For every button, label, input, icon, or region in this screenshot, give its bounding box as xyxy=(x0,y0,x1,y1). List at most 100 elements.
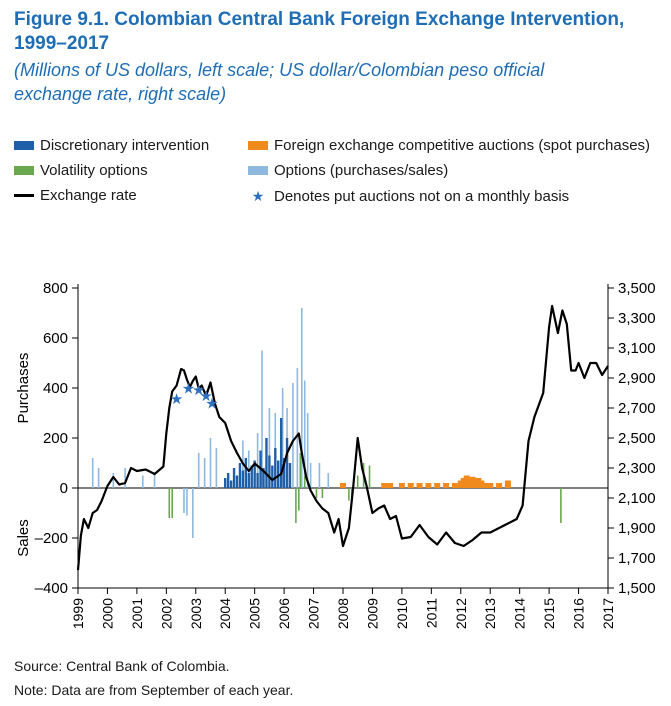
chart-legend: Discretionary intervention Foreign excha… xyxy=(14,136,664,212)
x-tick-label: 2005 xyxy=(247,598,263,629)
left-axis-label-sales: Sales xyxy=(15,519,32,557)
bar-volatility xyxy=(348,488,350,501)
left-tick-label: 600 xyxy=(43,330,68,347)
right-tick-label: 2,100 xyxy=(618,490,656,507)
bar-options xyxy=(91,458,94,488)
bar-auctions xyxy=(398,483,405,488)
bar-options xyxy=(327,473,330,488)
bar-discretionary xyxy=(274,448,277,488)
subtitle-line-1: (Millions of US dollars, left scale; US … xyxy=(14,60,545,80)
bar-volatility xyxy=(298,488,300,511)
x-tick-label: 2017 xyxy=(600,598,616,629)
bar-discretionary xyxy=(288,463,292,488)
right-tick-label: 3,500 xyxy=(618,280,656,297)
bar-volatility xyxy=(171,488,174,518)
put-auction-star: ★ xyxy=(192,382,205,399)
right-tick-label: 3,100 xyxy=(618,340,656,357)
x-tick-label: 1999 xyxy=(70,598,86,629)
left-tick-label: 200 xyxy=(43,430,68,447)
bar-options xyxy=(112,473,115,488)
bar-volatility xyxy=(303,475,306,488)
bar-options xyxy=(318,463,321,488)
bar-auctions xyxy=(496,483,503,488)
x-tick-label: 2009 xyxy=(364,598,380,629)
bar-options xyxy=(215,448,218,488)
bar-auctions xyxy=(387,483,394,488)
bar-options xyxy=(303,380,306,488)
bar-volatility xyxy=(560,488,562,523)
bar-options xyxy=(192,488,194,538)
bar-options xyxy=(296,368,299,488)
legend-item-options: Options (purchases/sales) xyxy=(248,161,448,181)
put-auction-star: ★ xyxy=(170,391,183,408)
bar-auctions xyxy=(381,483,388,488)
star-icon: ★ xyxy=(251,188,265,204)
bar-options xyxy=(183,488,185,513)
right-tick-label: 2,900 xyxy=(618,370,656,387)
bar-discretionary xyxy=(256,473,259,488)
bar-options xyxy=(256,433,259,488)
bar-options xyxy=(203,458,206,488)
source-note: Source: Central Bank of Colombia. xyxy=(14,658,230,674)
bar-discretionary xyxy=(244,458,248,488)
bar-volatility xyxy=(168,488,171,518)
bar-discretionary xyxy=(265,438,268,488)
left-tick-label: –200 xyxy=(35,530,68,547)
x-tick-label: 2004 xyxy=(217,598,233,629)
left-tick-label: 800 xyxy=(43,280,68,297)
legend-item-exchange-rate: Exchange rate xyxy=(14,186,137,206)
bar-volatility xyxy=(321,488,324,498)
bar-discretionary xyxy=(241,470,245,488)
bar-auctions xyxy=(504,480,511,488)
intervention-chart: –400 –200 0 200 400 600 800 1,500 1,700 1,900 2,10… xyxy=(15,280,656,629)
bar-auctions xyxy=(340,483,346,488)
legend-swatch xyxy=(14,140,34,150)
bar-discretionary xyxy=(268,455,271,488)
bar-options xyxy=(97,468,100,488)
bar-discretionary xyxy=(226,473,230,488)
bar-discretionary xyxy=(224,478,227,488)
legend-label: Foreign exchange competitive auctions (s… xyxy=(274,137,651,154)
x-tick-label: 2013 xyxy=(482,598,498,629)
bar-auctions xyxy=(425,483,432,488)
right-tick-label: 1,700 xyxy=(618,550,656,567)
left-tick-label: 0 xyxy=(60,480,68,497)
x-tick-label: 2007 xyxy=(306,598,322,629)
bar-volatility xyxy=(295,488,297,523)
legend-swatch xyxy=(14,165,34,175)
bar-discretionary xyxy=(262,468,265,488)
x-tick-label: 2006 xyxy=(276,598,292,629)
bar-discretionary xyxy=(271,465,274,488)
put-auction-star: ★ xyxy=(199,388,212,405)
bar-options xyxy=(197,453,200,488)
bar-discretionary xyxy=(232,468,236,488)
bar-options xyxy=(268,408,271,488)
exchange-rate-line xyxy=(76,304,609,571)
bar-discretionary xyxy=(238,463,242,488)
legend-item-volatility: Volatility options xyxy=(14,161,148,181)
bar-options xyxy=(153,473,156,488)
right-tick-label: 3,300 xyxy=(618,310,656,327)
right-tick-label: 1,900 xyxy=(618,520,656,537)
x-tick-label: 2002 xyxy=(158,598,174,629)
x-tick-label: 2016 xyxy=(571,598,587,629)
subtitle-line-2: exchange rate, right scale) xyxy=(14,84,227,104)
title-line-2: 1999–2017 xyxy=(14,33,110,54)
bar-discretionary xyxy=(285,438,289,488)
bar-discretionary xyxy=(253,460,256,488)
bar-options xyxy=(306,413,309,488)
bar-options xyxy=(124,468,126,488)
x-tick-label: 2008 xyxy=(335,598,351,629)
right-tick-label: 1,500 xyxy=(618,580,656,597)
left-axis-label-purchases: Purchases xyxy=(15,353,32,424)
bar-discretionary xyxy=(282,458,286,488)
x-tick-label: 2014 xyxy=(512,598,528,629)
legend-swatch xyxy=(248,165,268,175)
x-tick-label: 2011 xyxy=(423,598,439,628)
bar-auctions xyxy=(487,483,494,488)
bar-auctions xyxy=(407,483,414,488)
legend-label: Volatility options xyxy=(40,162,148,179)
title-line-1: Figure 9.1. Colombian Central Bank Forei… xyxy=(14,9,625,30)
legend-label: Exchange rate xyxy=(40,187,137,204)
legend-swatch xyxy=(248,140,268,150)
